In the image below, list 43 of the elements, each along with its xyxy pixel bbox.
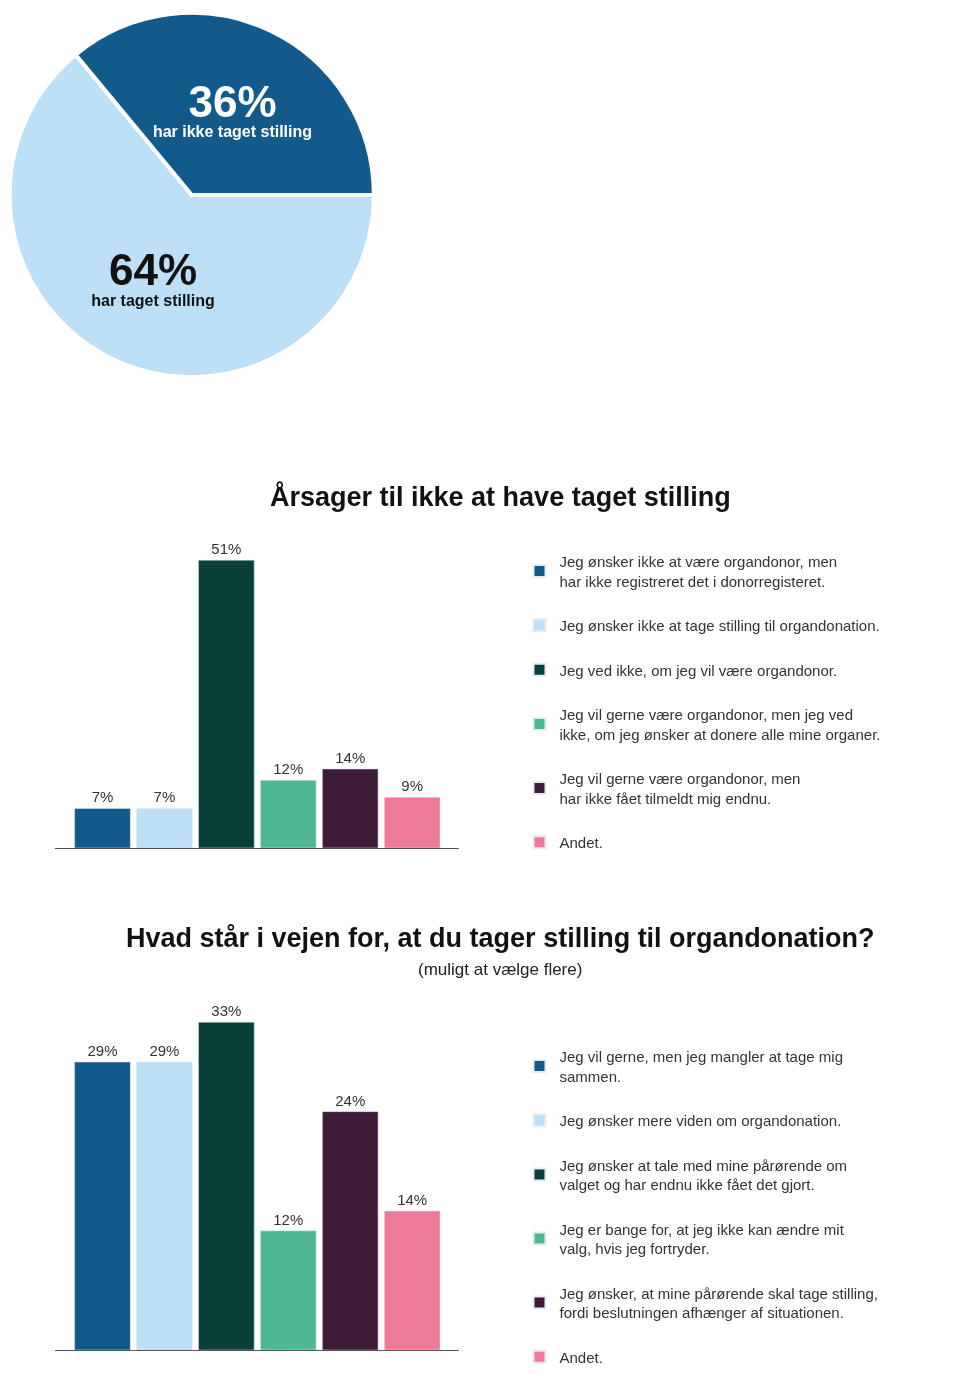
data-label: 7% — [91, 788, 114, 806]
legend-label: Jeg er bange for, at jeg ikke kan ændre mit valg, hvis jeg fortryder. — [559, 1220, 845, 1258]
bar — [136, 808, 193, 848]
bar — [384, 796, 441, 848]
bar — [260, 780, 317, 848]
data-label: 9% — [401, 777, 423, 795]
data-label: 33% — [211, 1002, 242, 1020]
bar — [136, 1061, 193, 1350]
bar — [322, 768, 379, 848]
legend-label: Andet. — [559, 834, 603, 852]
data-label: 7% — [153, 788, 176, 806]
data-label: 12% — [273, 760, 304, 778]
slice-label: har ikke taget stilling — [152, 123, 313, 141]
data-label: 29% — [149, 1041, 180, 1059]
bar — [198, 559, 255, 848]
data-label: 29% — [87, 1041, 118, 1059]
slice-label: har taget stilling — [91, 292, 215, 310]
chart-title: Årsager til ikke at have taget stilling — [270, 481, 731, 512]
data-label: 12% — [273, 1210, 304, 1228]
legend-label: Jeg vil gerne være organdonor, men jeg ved ikke, om jeg ønsker at donere alle mine organer. — [559, 706, 881, 743]
bar — [198, 1022, 255, 1350]
legend-label: Jeg ønsker ikke at tage stilling til organdonation. — [559, 617, 880, 635]
legend-label: Jeg ønsker at tale med mine pårørende om valget og har endnu ikke fået det gjort. — [559, 1156, 848, 1194]
data-label: 64% — [108, 245, 198, 295]
legend-label: Jeg ønsker, at mine pårørende skal tage stilling, fordi beslutningen afhænger af situationen. — [559, 1284, 878, 1322]
data-label: 14% — [335, 748, 366, 766]
legend-label: Jeg vil gerne, men jeg mangler at tage mig sammen. — [559, 1048, 843, 1085]
legend-label: Andet. — [559, 1348, 603, 1366]
data-label: 51% — [211, 540, 242, 558]
legend-label: Jeg ønsker ikke at være organdonor, men har ikke registreret det i donorregisteret. — [559, 553, 838, 590]
legend-label: Jeg ønsker mere viden om organdonation. — [559, 1112, 842, 1130]
legend-label: Jeg ved ikke, om jeg vil være organdonor. — [559, 661, 838, 679]
chart-title: Hvad står i vejen for, at du tager stilling til organdonation? — [126, 923, 875, 953]
bar — [260, 1230, 317, 1350]
data-label: 36% — [188, 76, 277, 126]
bar — [322, 1111, 379, 1350]
text: (muligt at vælge flere) — [418, 960, 583, 979]
bar — [74, 1061, 131, 1350]
data-label: 24% — [335, 1091, 366, 1109]
bar — [74, 808, 131, 848]
data-label: 14% — [397, 1190, 428, 1208]
bar — [384, 1210, 441, 1350]
legend-label: Jeg vil gerne være organdonor, men har ikke fået tilmeldt mig endnu. — [559, 770, 801, 807]
